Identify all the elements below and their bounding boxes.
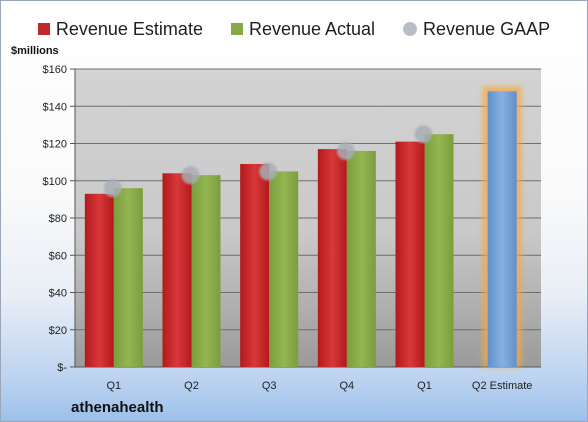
bars [84,86,522,367]
marker-revenue-gaap [336,141,355,160]
legend-item-revenue-estimate: Revenue Estimate [37,18,203,40]
bar-revenue-estimate-highlight [487,91,517,367]
bar-revenue-actual [346,150,376,367]
legend-dot-revenue-gaap [403,22,418,36]
x-tick-label: Q1 [106,380,121,392]
legend-item-revenue-actual: Revenue Actual [230,18,376,40]
bar-revenue-estimate [317,149,347,367]
y-tick-label: $100 [43,176,67,188]
legend-label-revenue-actual: Revenue Actual [248,18,376,39]
bar-revenue-estimate [84,193,114,367]
x-tick-label: Q3 [262,380,277,392]
gridlines [75,68,541,368]
y-tick-label: $120 [43,139,67,151]
y-axis-unit-label: $millions [11,45,59,57]
legend-item-revenue-gaap: Revenue GAAP [403,19,550,40]
legend-label-revenue-estimate: Revenue Estimate [55,18,203,39]
company-name: athenahealth [71,399,164,416]
marker-revenue-gaap [259,162,278,181]
bar-revenue-estimate [395,141,425,367]
y-tick-label: $60 [49,250,67,262]
marker-revenue-gaap [414,125,433,144]
y-axis: $- $20 $40 $60 $80 $100 $120 $140 $160 [43,64,76,374]
x-tick-label: Q4 [339,380,354,392]
y-tick-label: $20 [49,325,67,337]
y-tick-label: $160 [43,64,67,76]
bar-revenue-estimate [162,173,192,367]
chart-legend: Revenue Estimate Revenue Actual Revenue … [1,15,587,43]
bar-revenue-actual [424,134,454,367]
y-tick-label: $140 [43,101,67,113]
gaap-markers [103,125,433,198]
legend-swatch-revenue-actual [230,23,243,35]
marker-revenue-gaap [181,166,200,185]
x-tick-label: Q2 [184,380,199,392]
marker-revenue-gaap [103,179,122,198]
bar-revenue-actual [269,171,299,367]
legend-label-revenue-gaap: Revenue GAAP [423,18,551,39]
y-tick-label: $80 [49,213,67,225]
legend-swatch-revenue-estimate [37,23,50,35]
x-axis: Q1 Q2 Q3 Q4 Q1 Q2 Estimate [106,380,532,392]
bar-revenue-estimate [240,163,270,367]
y-tick-label: $40 [49,288,67,300]
x-tick-label: Q1 [417,380,432,392]
bar-revenue-actual [191,175,221,367]
x-tick-label: Q2 Estimate [472,380,533,392]
bar-revenue-actual [113,188,143,367]
y-tick-label: $- [57,362,67,374]
